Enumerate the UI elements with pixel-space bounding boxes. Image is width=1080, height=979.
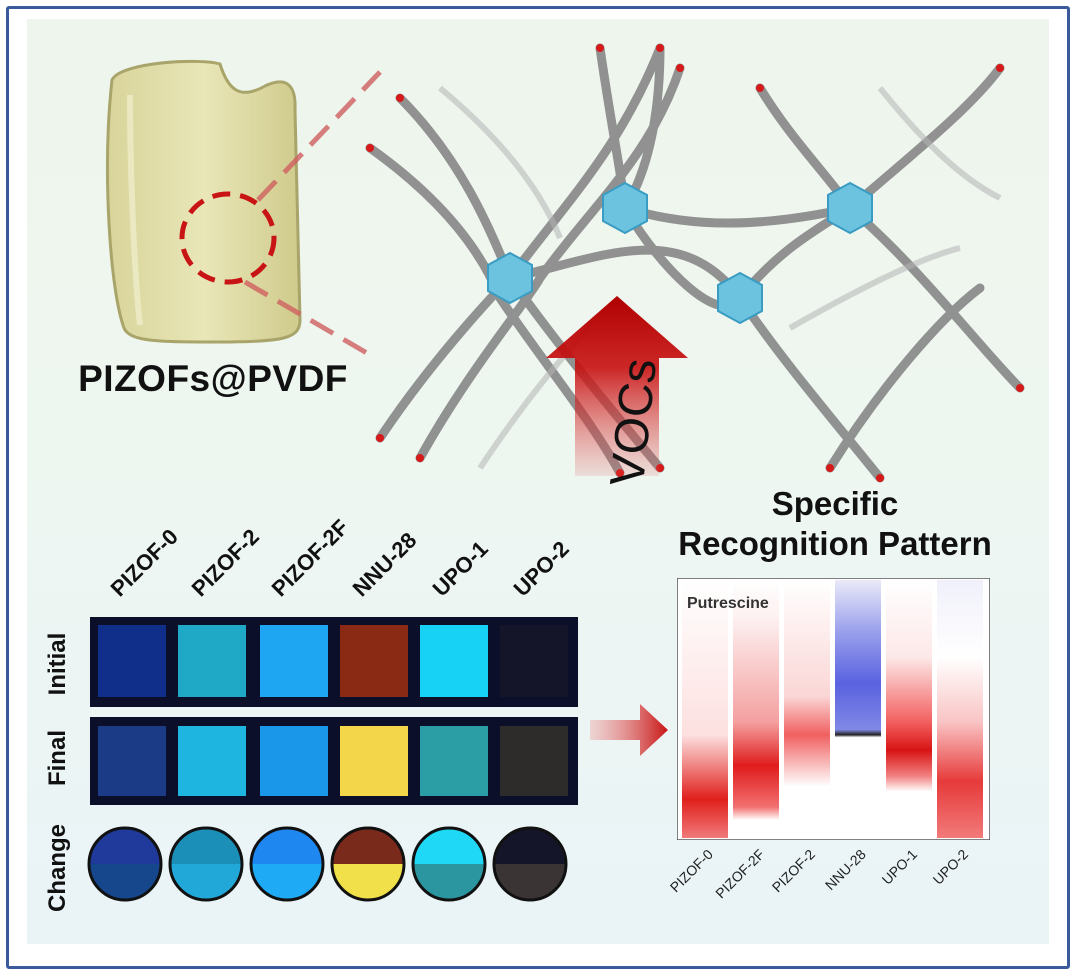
initial-tile [98,625,166,697]
final-tile [260,726,328,796]
metal-cluster [717,271,763,325]
pattern-title-line2: Recognition Pattern [678,525,992,562]
final-tile [178,726,246,796]
heatmap-column [886,580,932,838]
final-strip [90,717,578,805]
mof-framework-illustration [365,43,1025,483]
heatmap-column [835,580,881,838]
initial-strip [90,617,578,707]
pattern-title: Specific Recognition Pattern [640,484,1030,564]
metal-cluster [827,181,873,235]
final-tile [340,726,408,796]
zoom-circle [179,191,277,285]
change-circle-outline [411,826,487,902]
recognition-heatmap: Putrescine [677,578,990,840]
final-tile [98,726,166,796]
vocs-arrow [546,296,688,476]
pattern-title-line1: Specific [771,485,899,522]
membrane-illustration [106,59,382,359]
material-label: PIZOFs@PVDF [78,358,348,399]
final-tile [500,726,568,796]
final-tile [420,726,488,796]
initial-tile [340,625,408,697]
initial-tile [500,625,568,697]
metal-cluster [487,251,533,305]
row-label-final: Final [44,730,71,787]
change-circle-outline [492,826,568,902]
heatmap-column [937,580,983,838]
initial-tile [260,625,328,697]
heatmap-title: Putrescine [687,595,769,612]
transition-arrow [590,704,668,756]
initial-tile [420,625,488,697]
heatmap-column [682,580,728,838]
heatmap-column [733,580,779,838]
change-circle-outline [87,826,163,902]
heatmap-column [784,580,830,838]
change-circle-outline [249,826,325,902]
change-circles [87,826,568,902]
row-label-change: Change [44,824,71,913]
change-circle-outline [168,826,244,902]
metal-cluster [602,181,648,235]
initial-tile [178,625,246,697]
change-circle-outline [330,826,406,902]
